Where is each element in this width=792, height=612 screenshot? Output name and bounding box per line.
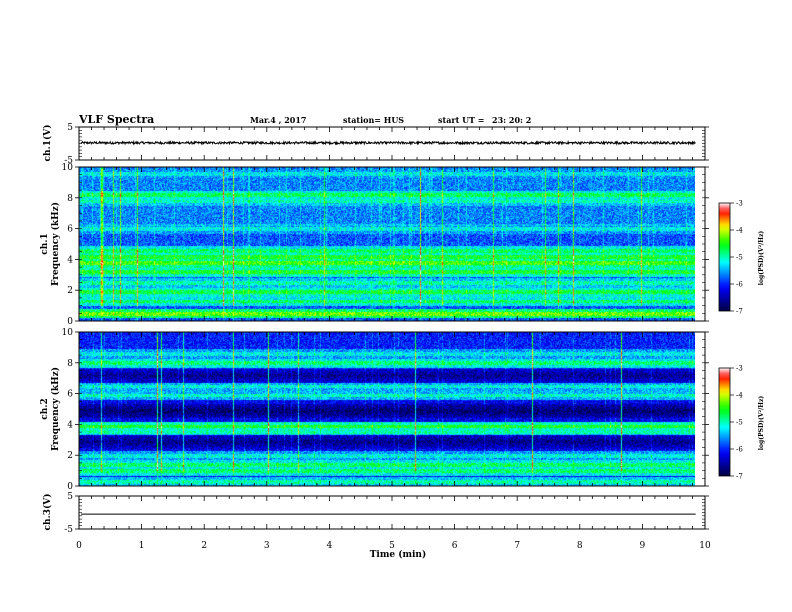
x-tick-label: 8 [577, 541, 583, 551]
y-tick-label: 5 [67, 492, 73, 502]
colorbar-tick-label: -3 [736, 200, 743, 208]
colorbar-tick-label: -7 [736, 473, 743, 481]
y-tick-label: 0 [67, 482, 73, 492]
ch2-spectrogram-ylabel-top: ch.2 [40, 398, 50, 419]
y-tick-label: 2 [67, 451, 73, 461]
x-tick-label: 3 [264, 541, 270, 551]
y-tick-label: 6 [67, 390, 73, 400]
ch2-colorbar: -3 -4 -5 -6 -7 log(PSD)(V²/Hz) [718, 365, 765, 481]
x-tick-label: 9 [640, 541, 646, 551]
colorbar-tick-label: -6 [736, 281, 743, 289]
y-tick-label: -5 [64, 525, 73, 535]
x-tick-label: 6 [452, 541, 458, 551]
y-tick-label: 8 [67, 194, 73, 204]
y-tick-label: 10 [62, 328, 74, 338]
ch1-waveform-ylabel: ch.1(V) [42, 125, 53, 162]
ch1-waveform-trace [80, 139, 696, 146]
ch2-spectrogram-ylabel: Frequency (kHz) [50, 367, 61, 451]
ch2-spectrogram-panel: 0 2 4 6 8 10 ch.2 Frequency (kHz) [40, 328, 709, 492]
colorbar-tick-label: -4 [736, 227, 743, 235]
start-label: start UT = [438, 115, 485, 125]
ch1-colorbar-gradient [718, 202, 731, 312]
ch3-waveform-ticks: 5 -5 [64, 492, 709, 535]
colorbar-tick-label: -5 [736, 254, 743, 262]
y-tick-label: -5 [64, 156, 73, 166]
y-tick-label: 6 [67, 225, 73, 235]
x-tick-label: 1 [139, 541, 145, 551]
x-tick-label: 0 [76, 541, 82, 551]
x-tick-label: 7 [514, 541, 520, 551]
y-tick-label: 2 [67, 286, 73, 296]
y-tick-label: 5 [67, 123, 73, 133]
ch1-colorbar-label: log(PSD)(V²/Hz) [758, 231, 765, 286]
colorbar-tick-label: -3 [736, 365, 743, 373]
ch1-waveform-ticks: 5 -5 [64, 123, 709, 166]
ch3-waveform-ylabel: ch.3(V) [42, 494, 53, 531]
ch2-colorbar-ticks: -3 -4 -5 -6 -7 [730, 365, 743, 481]
ch1-colorbar: -3 -4 -5 -6 -7 log(PSD)(V²/Hz) [718, 200, 765, 316]
ch1-colorbar-ticks: -3 -4 -5 -6 -7 [730, 200, 743, 316]
date-label: Mar.4 , 2017 [250, 115, 307, 125]
station-label: station= HUS [343, 115, 404, 125]
colorbar-tick-label: -6 [736, 446, 743, 454]
ch2-spectrogram-image [79, 332, 695, 486]
y-tick-label: 0 [67, 317, 73, 327]
ch2-colorbar-label: log(PSD)(V²/Hz) [758, 396, 765, 451]
ch2-spectrogram-ticks: 0 2 4 6 8 10 [62, 328, 709, 492]
x-tick-label: 2 [201, 541, 207, 551]
ch1-spectrogram-ylabel-top: ch.1 [40, 233, 50, 254]
ch1-spectrogram-ylabel: Frequency (kHz) [50, 202, 61, 286]
x-tick-label: 10 [699, 541, 711, 551]
ch2-colorbar-gradient [718, 367, 731, 477]
x-tick-label: 5 [389, 541, 395, 551]
ch1-spectrogram-ticks: 0 2 4 6 8 10 [62, 163, 709, 327]
ch1-waveform-panel: 5 -5 ch.1(V) [42, 123, 709, 166]
chart-title: VLF Spectra [78, 113, 154, 126]
ch1-spectrogram-image [79, 167, 695, 321]
ch3-waveform-panel: 5 -5 ch.3(V) [42, 492, 709, 535]
y-tick-label: 10 [62, 163, 74, 173]
y-tick-label: 4 [67, 255, 73, 265]
start-time: 23: 20: 2 [492, 115, 531, 125]
y-tick-label: 4 [67, 420, 73, 430]
colorbar-tick-label: -7 [736, 308, 743, 316]
y-tick-label: 8 [67, 359, 73, 369]
colorbar-tick-label: -4 [736, 392, 743, 400]
x-axis-tick-labels: 0 1 2 3 4 5 6 7 8 9 10 [76, 541, 711, 551]
x-tick-label: 4 [327, 541, 333, 551]
x-axis-label: Time (min) [370, 549, 427, 560]
colorbar-tick-label: -5 [736, 419, 743, 427]
ch1-spectrogram-panel: 0 2 4 6 8 10 ch.1 Frequency (kHz) [40, 163, 709, 327]
